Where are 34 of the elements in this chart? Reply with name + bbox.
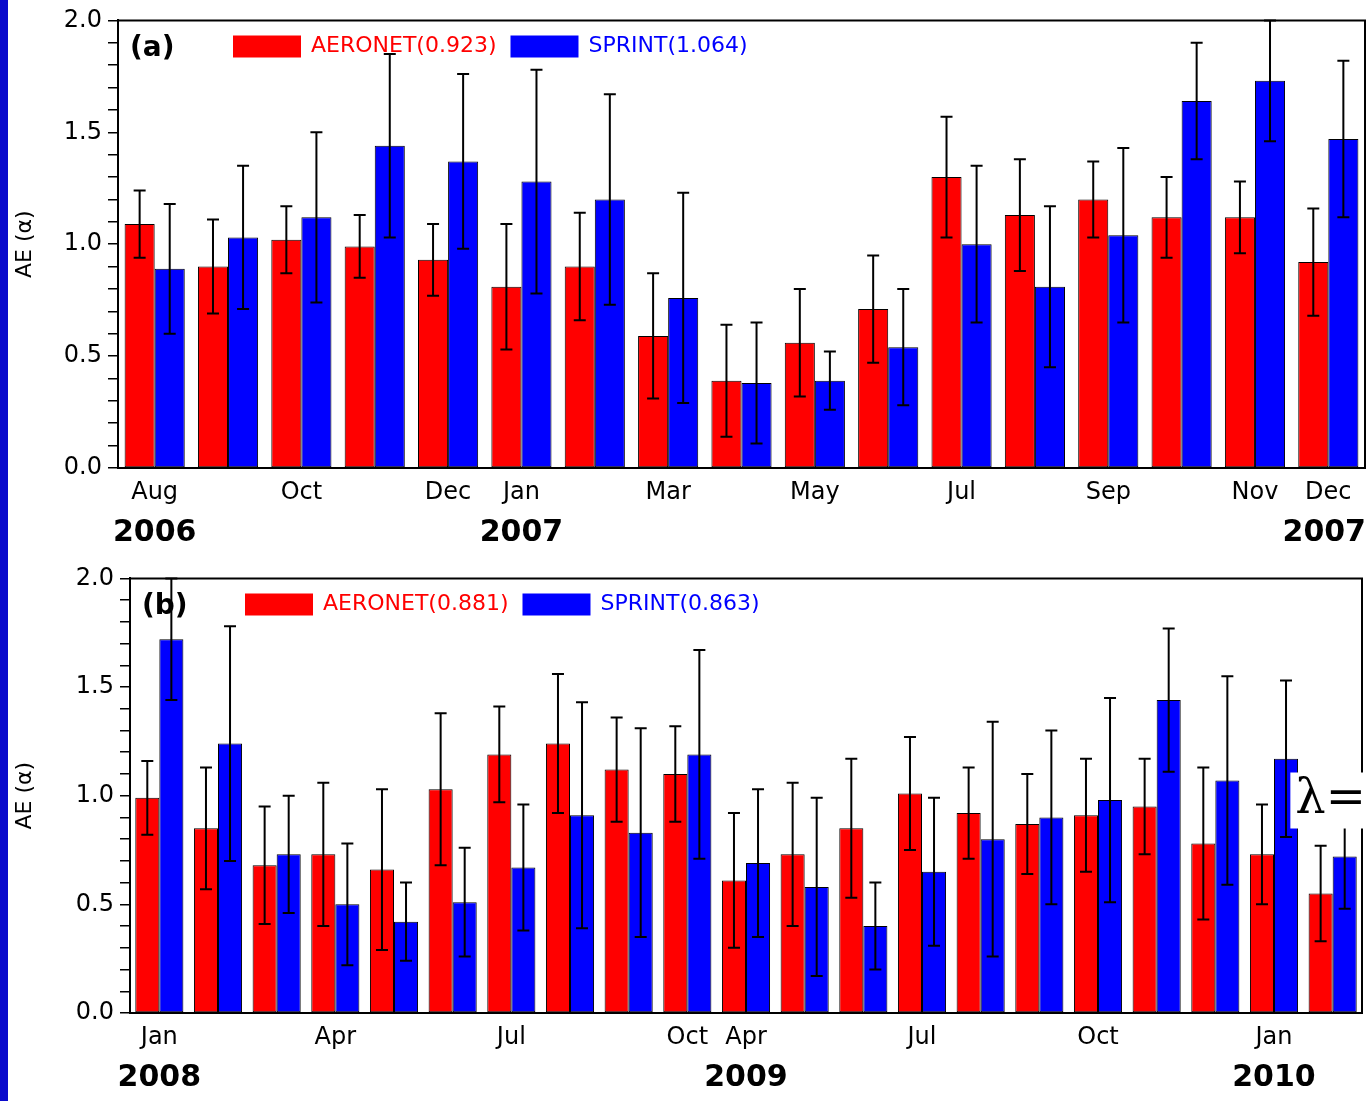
category-label: Jan 2008 bbox=[117, 1021, 202, 1093]
y-tick-label: 1.5 bbox=[63, 116, 102, 145]
y-tick-label: 1.0 bbox=[63, 228, 102, 257]
y-tick-label: 0.0 bbox=[75, 997, 114, 1026]
x-tick-label: Sep bbox=[1085, 476, 1131, 505]
y-tick-label: 0.5 bbox=[63, 340, 102, 369]
category-label: Dec 2007 bbox=[1282, 476, 1366, 548]
y-tick-label: 1.0 bbox=[75, 779, 114, 808]
x-tick-label: Apr bbox=[314, 1021, 357, 1050]
y-tick-label: 0.5 bbox=[75, 888, 114, 917]
legend-label: SPRINT(0.863) bbox=[600, 590, 760, 616]
category-label: Jan 2007 bbox=[479, 476, 564, 548]
category-label: Jan 2010 bbox=[1232, 1021, 1316, 1093]
x-tick-label: Oct bbox=[280, 476, 323, 505]
legend-label: AERONET(0.923) bbox=[311, 32, 497, 58]
x-tick-label: May bbox=[790, 476, 840, 505]
y-tick-label: 2.0 bbox=[63, 4, 102, 33]
x-tick-label: Oct bbox=[1077, 1021, 1119, 1050]
legend-label: AERONET(0.881) bbox=[323, 590, 509, 616]
y-tick-label: 1.5 bbox=[75, 671, 114, 700]
y-axis-title: AE (α) bbox=[10, 210, 36, 279]
category-label: Aug 2006 bbox=[112, 476, 197, 548]
x-tick-label: Jul bbox=[945, 476, 977, 505]
x-tick-label: Mar bbox=[645, 476, 691, 505]
y-tick-label: 0.0 bbox=[63, 452, 102, 481]
x-tick-label: Nov bbox=[1231, 476, 1279, 505]
y-axis-title: AE (α) bbox=[10, 761, 36, 830]
y-tick-label: 2.0 bbox=[75, 562, 114, 591]
annotation: (a) bbox=[130, 29, 175, 63]
legend-label: SPRINT(1.064) bbox=[588, 32, 748, 58]
x-tick-label: Dec bbox=[424, 476, 472, 505]
x-tick-label: Jul bbox=[494, 1021, 526, 1050]
x-tick-label: Jul bbox=[905, 1021, 937, 1050]
annotation: λ= bbox=[1295, 767, 1366, 824]
